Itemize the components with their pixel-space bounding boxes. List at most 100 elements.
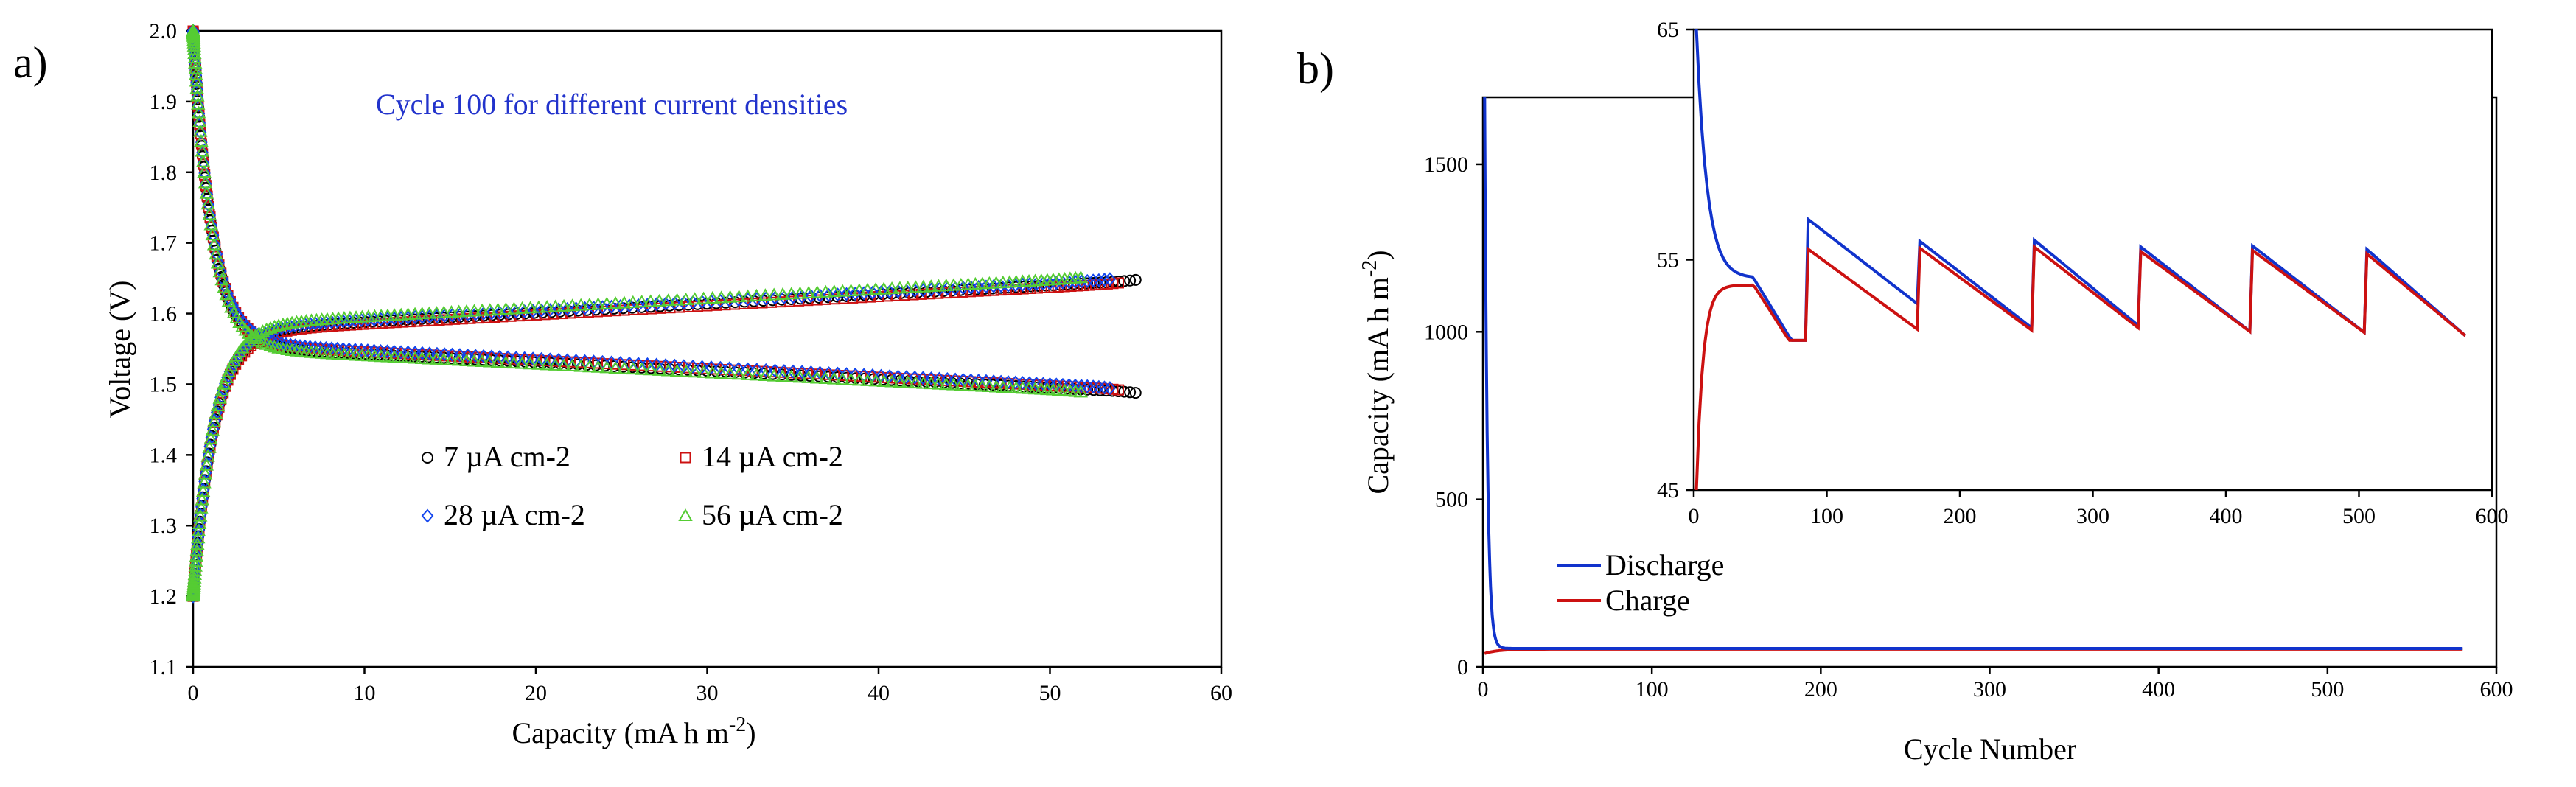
panel-b-ylabel: Capacity (mA h m-2) — [1358, 250, 1395, 494]
series-3-discharge-point — [988, 379, 1004, 393]
series-2-charge-point — [293, 318, 307, 332]
series-3-discharge-point — [451, 353, 467, 366]
series-3-discharge-point — [490, 355, 506, 368]
series-2-discharge-point — [438, 347, 451, 362]
panel-b-xlabel: Cycle Number — [1904, 732, 2076, 766]
series-3-discharge-point — [271, 340, 286, 354]
series-3-charge-point — [731, 290, 747, 303]
series-3-charge-point — [408, 307, 422, 320]
series-3-charge-point — [687, 292, 702, 305]
panel-b-ytick-label: 1500 — [1424, 153, 1468, 177]
series-2-discharge-point — [501, 350, 514, 365]
series-2-charge-point — [795, 289, 809, 304]
series-2-charge-point — [526, 304, 540, 318]
series-2-charge-point — [866, 285, 879, 300]
series-3-discharge-point — [506, 356, 522, 369]
series-2-charge-point — [535, 303, 548, 318]
series-2-charge-point — [823, 287, 835, 302]
series-2-discharge-point — [964, 373, 977, 388]
series-3-charge-point — [209, 406, 223, 419]
series-2-charge-point — [279, 320, 293, 335]
series-2-discharge-point — [723, 361, 736, 376]
series-2-discharge-point — [805, 365, 817, 379]
series-3-charge-point — [531, 300, 546, 313]
series-2-charge-point — [561, 301, 574, 316]
panel-a-xtick-label: 30 — [697, 681, 719, 705]
series-3-discharge-point — [810, 371, 825, 384]
series-2-charge-point — [605, 299, 618, 314]
panel-b-legend-label-0: Discharge — [1605, 548, 1724, 581]
panel-b-discharge-line — [1483, 97, 2463, 650]
series-3-charge-point — [876, 281, 891, 295]
series-3-discharge-point — [408, 351, 422, 364]
series-2-discharge-point — [485, 349, 498, 364]
series-3-charge-point — [565, 298, 580, 312]
series-2-charge-point — [543, 303, 556, 318]
inset-xtick-label: 600 — [2476, 504, 2509, 528]
series-3-charge-point — [652, 293, 667, 307]
series-3-discharge-point — [189, 74, 204, 87]
panel-a-ylabel: Voltage (V) — [103, 281, 136, 419]
series-3-charge-point — [868, 282, 883, 295]
inset-xtick-label: 400 — [2210, 504, 2243, 528]
series-3-discharge-point — [678, 364, 694, 377]
series-3-charge-point — [186, 581, 201, 594]
series-3-discharge-point — [573, 359, 588, 372]
series-3-charge-point — [767, 287, 781, 301]
series-3-charge-point — [267, 319, 282, 332]
series-3-charge-point — [475, 303, 489, 316]
series-3-discharge-point — [784, 369, 799, 382]
series-3-charge-point — [860, 282, 875, 295]
series-3-charge-point — [968, 276, 983, 290]
series-3-discharge-point — [203, 217, 218, 231]
series-3-charge-point — [540, 300, 554, 313]
legend-marker-0 — [422, 452, 433, 464]
legend-marker-3 — [678, 508, 693, 521]
series-2-discharge-point — [732, 362, 745, 377]
series-3-charge-point — [238, 337, 253, 350]
series-3-charge-point — [696, 291, 711, 304]
series-2-discharge-point — [900, 370, 913, 385]
panel-a-ytick-label: 2.0 — [150, 19, 178, 43]
series-2-charge-point — [570, 301, 582, 316]
series-3-discharge-point — [531, 357, 546, 370]
panel-a-ytick-label: 1.4 — [150, 443, 178, 467]
series-3-discharge-point — [843, 372, 859, 385]
panel-a-label: a) — [13, 38, 48, 87]
series-3-discharge-point — [202, 207, 217, 220]
series-3-discharge-point — [722, 366, 738, 379]
series-3-charge-point — [801, 286, 816, 299]
series-3-discharge-point — [394, 350, 409, 363]
series-3-discharge-point — [210, 256, 226, 269]
panel-a-ytick-label: 1.8 — [150, 161, 178, 185]
series-2-charge-point — [840, 287, 853, 301]
series-3-discharge-point — [400, 350, 416, 364]
series-2-charge-point — [1081, 273, 1094, 288]
series-3-discharge-point — [731, 367, 747, 380]
series-2-discharge-point — [686, 359, 699, 374]
series-3-charge-point — [436, 305, 452, 318]
series-1-discharge — [187, 25, 1124, 396]
series-3-discharge-point — [916, 376, 931, 389]
series-3-charge-point — [924, 279, 938, 293]
panel-b-xtick-label: 400 — [2142, 677, 2175, 702]
series-3-discharge-point — [199, 186, 214, 199]
series-2-charge-point — [650, 297, 663, 312]
series-3-charge-point — [617, 295, 632, 309]
series-3-charge-point — [758, 288, 773, 301]
panel-a-xtick-label: 20 — [525, 681, 547, 705]
series-3-charge-point — [635, 295, 649, 308]
series-3-discharge — [186, 23, 1089, 398]
panel-b-xtick-label: 200 — [1804, 677, 1837, 702]
series-3-discharge-point — [996, 379, 1010, 393]
series-3-charge-point — [590, 297, 606, 310]
series-3-discharge-point — [1073, 385, 1089, 398]
series-3-discharge-point — [422, 351, 437, 365]
series-3-charge-point — [722, 290, 738, 303]
series-2-charge-point — [659, 296, 672, 311]
series-3-charge-point — [280, 316, 295, 329]
series-3-discharge-point — [582, 360, 597, 373]
series-3-charge-point — [190, 537, 205, 550]
series-3-discharge-point — [255, 335, 270, 349]
